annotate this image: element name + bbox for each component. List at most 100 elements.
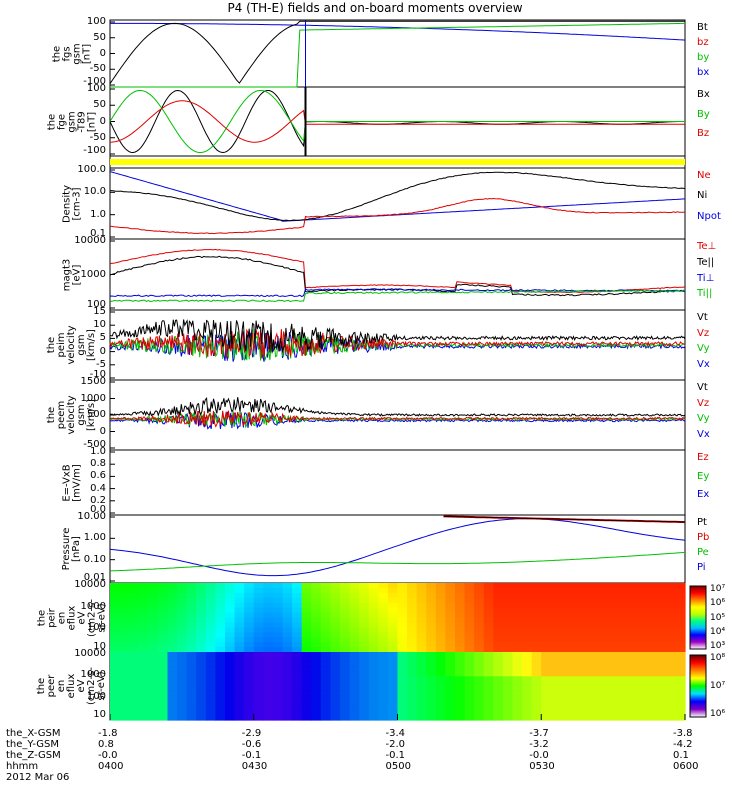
heat-cell-ieflux — [186, 642, 197, 648]
heat-cell-ieflux — [455, 602, 466, 609]
cbar-tick-eeflux: 10⁷ — [710, 681, 726, 691]
heat-cell-eeflux — [282, 695, 293, 702]
heat-cell-eeflux — [215, 690, 226, 697]
heat-cell-eeflux — [426, 681, 437, 687]
heat-cell-ieflux — [301, 592, 312, 599]
heat-cell-eeflux — [550, 700, 562, 707]
heat-cell-ieflux — [512, 607, 523, 614]
cbar-tick-ieflux: 10⁷ — [710, 584, 726, 594]
heat-cell-ieflux — [340, 627, 351, 633]
heat-cell-eeflux — [397, 661, 408, 668]
heat-cell-ieflux — [464, 632, 475, 638]
heat-cell-eeflux — [157, 705, 169, 711]
heat-cell-ieflux — [397, 617, 408, 624]
heat-cell-ieflux — [349, 597, 360, 604]
heat-cell-ieflux — [656, 597, 667, 604]
heat-cell-ieflux — [483, 632, 494, 638]
heat-cell-eeflux — [292, 676, 303, 682]
heat-cell-eeflux — [435, 681, 447, 687]
heat-cell-eeflux — [196, 666, 207, 673]
series-bx — [110, 22, 686, 41]
heat-cell-eeflux — [311, 681, 322, 687]
heat-cell-eeflux — [464, 695, 475, 702]
heat-cell-eeflux — [196, 686, 207, 692]
heat-cell-eeflux — [349, 700, 360, 707]
heat-cell-eeflux — [340, 666, 351, 673]
heat-cell-eeflux — [474, 666, 485, 673]
heat-cell-eeflux — [330, 652, 341, 658]
heat-cell-ieflux — [349, 587, 360, 594]
heat-cell-eeflux — [637, 690, 648, 697]
heat-cell-ieflux — [186, 637, 197, 643]
heat-cell-ieflux — [407, 602, 418, 609]
heat-cell-eeflux — [570, 661, 581, 668]
heat-cell-ieflux — [598, 647, 609, 653]
heat-cell-ieflux — [435, 632, 447, 638]
heat-cell-eeflux — [253, 705, 264, 711]
heat-cell-eeflux — [196, 700, 207, 707]
heat-cell-eeflux — [502, 686, 514, 692]
heat-cell-ieflux — [320, 583, 332, 589]
heat-cell-eeflux — [320, 661, 332, 668]
heat-cell-ieflux — [330, 602, 341, 609]
heat-cell-eeflux — [589, 715, 600, 721]
heat-cell-eeflux — [416, 695, 427, 702]
heat-cell-ieflux — [119, 587, 130, 594]
heat-cell-eeflux — [541, 671, 552, 677]
heat-cell-eeflux — [493, 656, 504, 663]
heat-cell-ieflux — [579, 627, 590, 633]
heat-cell-ieflux — [426, 592, 437, 599]
heat-cell-ieflux — [234, 612, 245, 619]
heat-cell-ieflux — [397, 632, 408, 638]
heat-cell-eeflux — [244, 676, 255, 682]
heat-cell-ieflux — [186, 632, 197, 638]
xaxis-value: -0.0 — [98, 750, 118, 761]
heat-cell-ieflux — [570, 597, 581, 604]
heat-cell-ieflux — [455, 642, 466, 648]
heat-cell-eeflux — [502, 715, 514, 721]
heat-cell-eeflux — [589, 686, 600, 692]
heat-cell-eeflux — [675, 695, 686, 702]
heat-cell-ieflux — [292, 637, 303, 643]
heat-cell-ieflux — [407, 597, 418, 604]
heat-cell-eeflux — [368, 676, 379, 682]
heat-cell-ieflux — [579, 647, 590, 653]
heat-cell-ieflux — [244, 632, 255, 638]
heat-cell-ieflux — [157, 597, 169, 604]
heat-cell-ieflux — [119, 632, 130, 638]
series-bt — [109, 20, 685, 84]
heat-cell-eeflux — [598, 695, 609, 702]
heat-cell-eeflux — [637, 686, 648, 692]
heat-cell-ieflux — [531, 632, 542, 638]
heat-cell-ieflux — [196, 647, 207, 653]
heat-cell-ieflux — [598, 637, 609, 643]
heat-cell-ieflux — [637, 602, 648, 609]
heat-cell-eeflux — [253, 661, 264, 668]
heat-cell-ieflux — [665, 607, 677, 614]
heat-cell-ieflux — [272, 607, 284, 614]
heat-cell-ieflux — [608, 642, 619, 648]
heat-cell-eeflux — [493, 681, 504, 687]
heat-cell-ieflux — [205, 612, 217, 619]
heat-cell-eeflux — [589, 676, 600, 682]
heat-cell-ieflux — [589, 602, 600, 609]
heat-cell-eeflux — [234, 705, 245, 711]
heat-cell-eeflux — [627, 666, 638, 673]
series-vez — [109, 410, 686, 428]
heat-cell-eeflux — [416, 676, 427, 682]
heat-cell-eeflux — [598, 656, 609, 663]
heat-cell-ieflux — [483, 587, 494, 594]
heat-cell-ieflux — [541, 642, 552, 648]
cbar-tick-ieflux: 10⁵ — [710, 612, 726, 623]
heat-cell-ieflux — [416, 632, 427, 638]
heat-cell-ieflux — [292, 632, 303, 638]
legend-fgm-Bz: Bz — [697, 128, 710, 140]
heat-cell-ieflux — [483, 622, 494, 628]
heat-cell-eeflux — [177, 700, 188, 707]
heat-cell-ieflux — [493, 597, 504, 604]
ytick-density: 1.0 — [90, 208, 106, 220]
heat-cell-eeflux — [483, 690, 494, 697]
heat-cell-ieflux — [426, 642, 437, 648]
heat-cell-ieflux — [282, 602, 293, 609]
heat-cell-ieflux — [215, 607, 226, 614]
